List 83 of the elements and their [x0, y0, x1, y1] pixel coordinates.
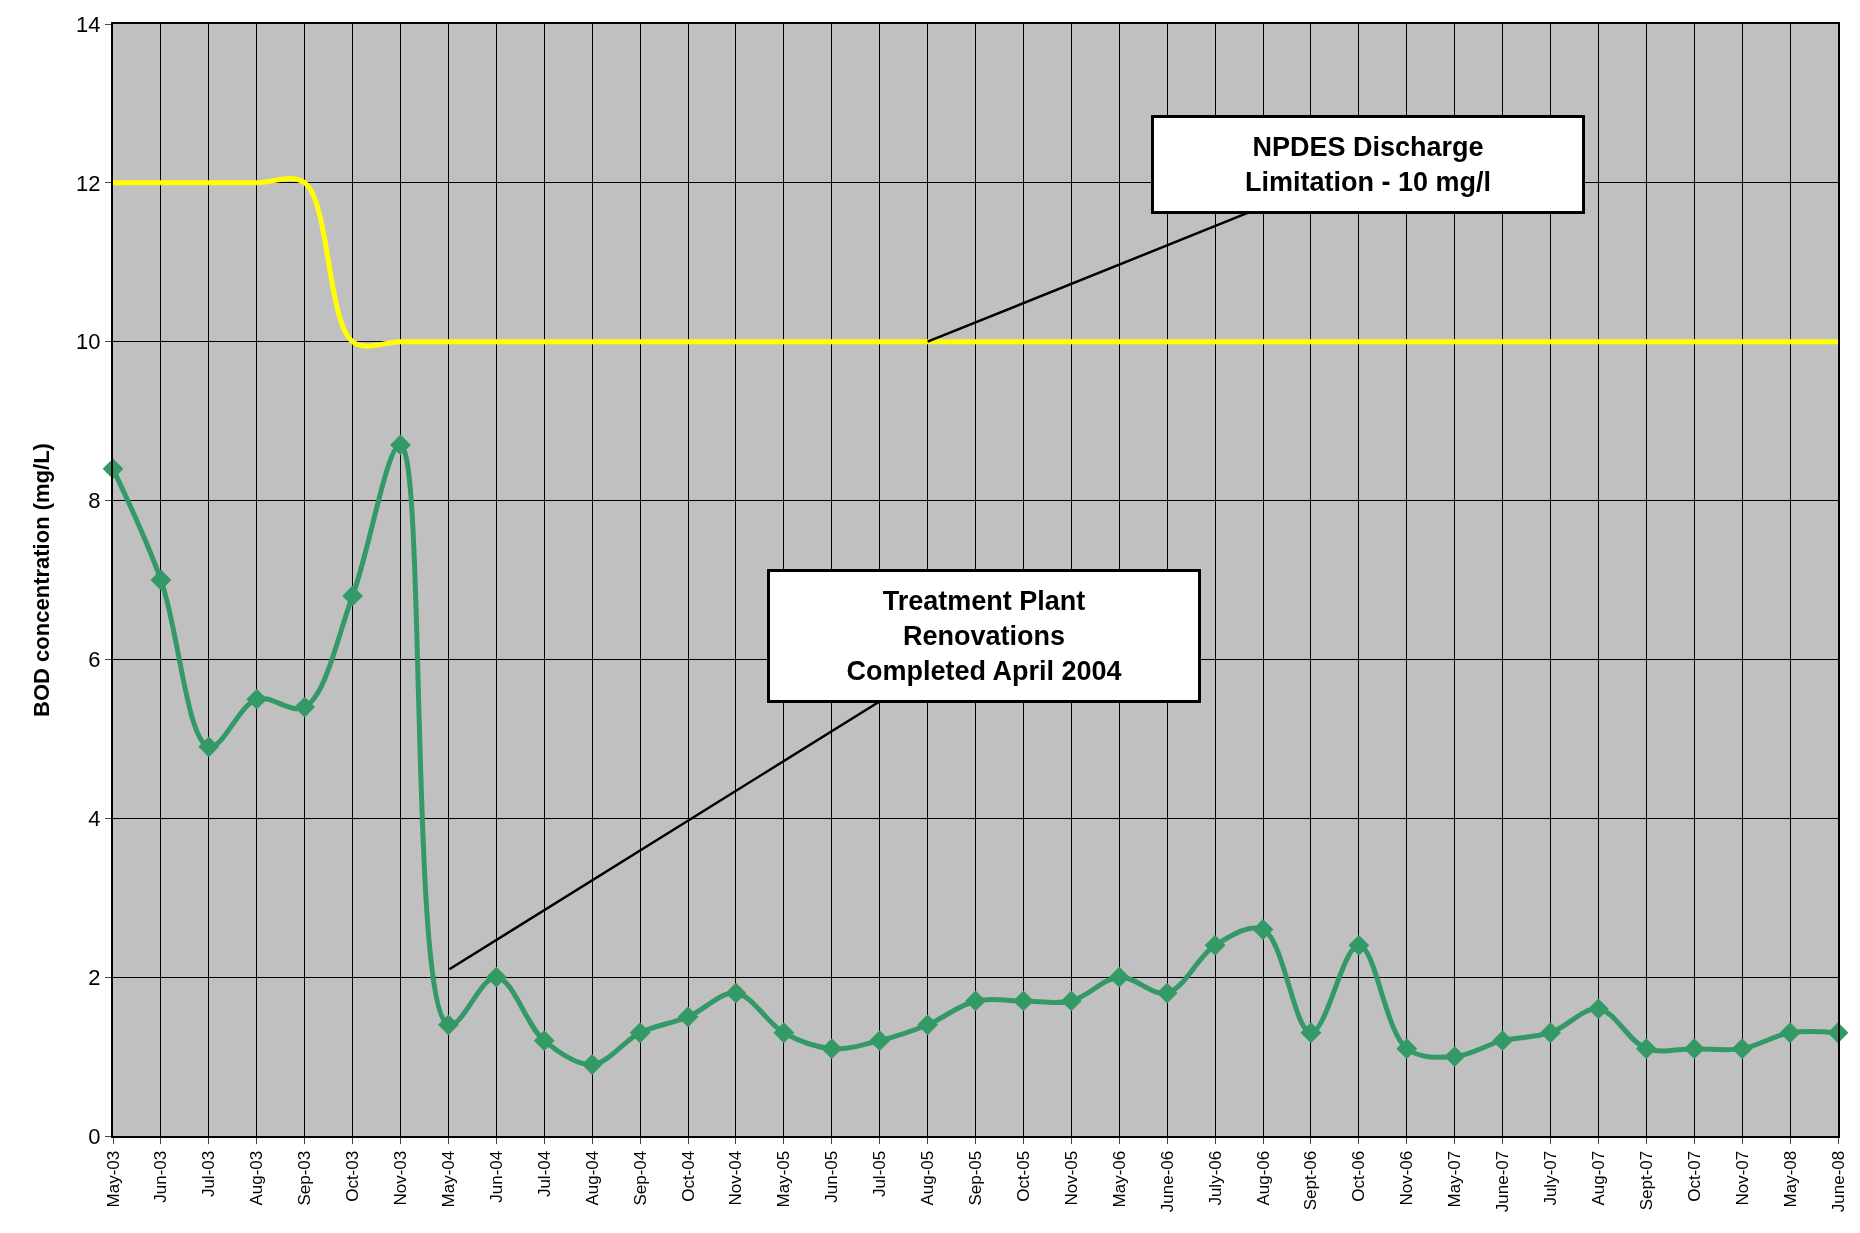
x-tick-label: Aug-05: [918, 1150, 938, 1206]
point: [246, 688, 268, 710]
point: [629, 1022, 651, 1044]
point: [1779, 1022, 1801, 1044]
x-tick-label: Sept-07: [1636, 1150, 1656, 1211]
y-tick-label: 4: [88, 805, 101, 831]
point: [1588, 998, 1609, 1020]
point: [294, 696, 316, 718]
point: [1348, 934, 1370, 956]
y-axis-title: BOD concentration (mg/L): [29, 443, 55, 717]
y-tick-label: 0: [88, 1123, 101, 1149]
point: [198, 736, 220, 758]
x-tick-label: Aug-06: [1253, 1150, 1273, 1206]
x-tick-label: May-05: [774, 1150, 794, 1208]
point: [821, 1038, 843, 1060]
point: [1683, 1038, 1705, 1060]
x-tick-label: Nov-06: [1397, 1150, 1417, 1206]
point: [150, 569, 172, 591]
point: [438, 1014, 459, 1036]
annotation: Treatment Plant Renovations Completed April 2004: [846, 586, 1122, 687]
x-tick-label: Jul-03: [199, 1150, 219, 1198]
point: [965, 990, 986, 1012]
point: [1204, 934, 1226, 956]
y-tick-label: 10: [76, 329, 101, 355]
x-tick-label: Sep-04: [630, 1150, 650, 1206]
x-tick-label: May-07: [1445, 1150, 1465, 1208]
point: [725, 982, 747, 1004]
x-tick-label: Oct-03: [343, 1150, 363, 1202]
point: [485, 966, 507, 988]
point: [342, 585, 363, 607]
x-tick-label: July-06: [1205, 1150, 1225, 1206]
point: [1156, 982, 1178, 1004]
point: [917, 1014, 938, 1036]
x-tick-label: May-06: [1109, 1150, 1129, 1208]
point: [1108, 966, 1130, 988]
point: [1252, 919, 1274, 940]
x-tick-label: Oct-06: [1349, 1150, 1369, 1202]
point: [1060, 990, 1082, 1012]
x-tick-label: June-07: [1493, 1150, 1513, 1213]
x-tick-label: Jul-05: [870, 1150, 890, 1198]
x-tick-label: Sept-06: [1301, 1150, 1321, 1211]
point: [1635, 1038, 1657, 1060]
point: [1444, 1046, 1466, 1067]
x-tick-label: Jun-05: [822, 1150, 842, 1203]
x-tick-label: May-04: [438, 1150, 458, 1208]
point: [677, 1006, 699, 1028]
x-tick-label: June-06: [1157, 1150, 1177, 1213]
x-tick-label: Sep-05: [966, 1150, 986, 1206]
x-tick-label: Nov-03: [391, 1150, 411, 1206]
point: [1492, 1030, 1513, 1052]
x-tick-label: May-03: [103, 1150, 123, 1208]
point: [869, 1030, 891, 1052]
point: [1396, 1038, 1418, 1060]
x-tick-label: Oct-07: [1684, 1150, 1704, 1202]
y-tick-label: 12: [76, 170, 101, 196]
x-tick-label: Aug-04: [582, 1150, 602, 1206]
x-tick-label: Sep-03: [295, 1150, 315, 1206]
x-tick-label: Nov-07: [1732, 1150, 1752, 1206]
x-tick-label: Nov-05: [1061, 1150, 1081, 1206]
x-tick-label: Aug-07: [1588, 1150, 1608, 1206]
point: [1013, 990, 1034, 1012]
x-tick-label: Jun-04: [486, 1150, 506, 1203]
x-tick-label: June-08: [1828, 1150, 1848, 1213]
x-tick-label: Oct-04: [678, 1150, 698, 1202]
y-tick-label: 6: [88, 647, 101, 673]
x-tick-label: Aug-03: [247, 1150, 267, 1206]
point: [773, 1022, 795, 1044]
x-tick-label: Jun-03: [151, 1150, 171, 1203]
y-tick-label: 2: [88, 964, 101, 990]
x-tick-label: July-07: [1541, 1150, 1561, 1206]
point: [390, 434, 411, 456]
point: [533, 1030, 555, 1052]
x-tick-label: May-08: [1780, 1150, 1800, 1208]
point: [1300, 1022, 1322, 1044]
annotation: NPDES Discharge Limitation - 10 mg/l: [1244, 132, 1492, 198]
point: [581, 1054, 603, 1075]
point: [1731, 1038, 1753, 1060]
point: [1540, 1022, 1561, 1044]
x-tick-label: Jul-04: [534, 1150, 554, 1198]
x-tick-label: Nov-04: [726, 1150, 746, 1206]
x-tick-label: Oct-05: [1013, 1150, 1033, 1202]
y-tick-label: 14: [76, 11, 101, 37]
y-tick-label: 8: [88, 488, 101, 514]
